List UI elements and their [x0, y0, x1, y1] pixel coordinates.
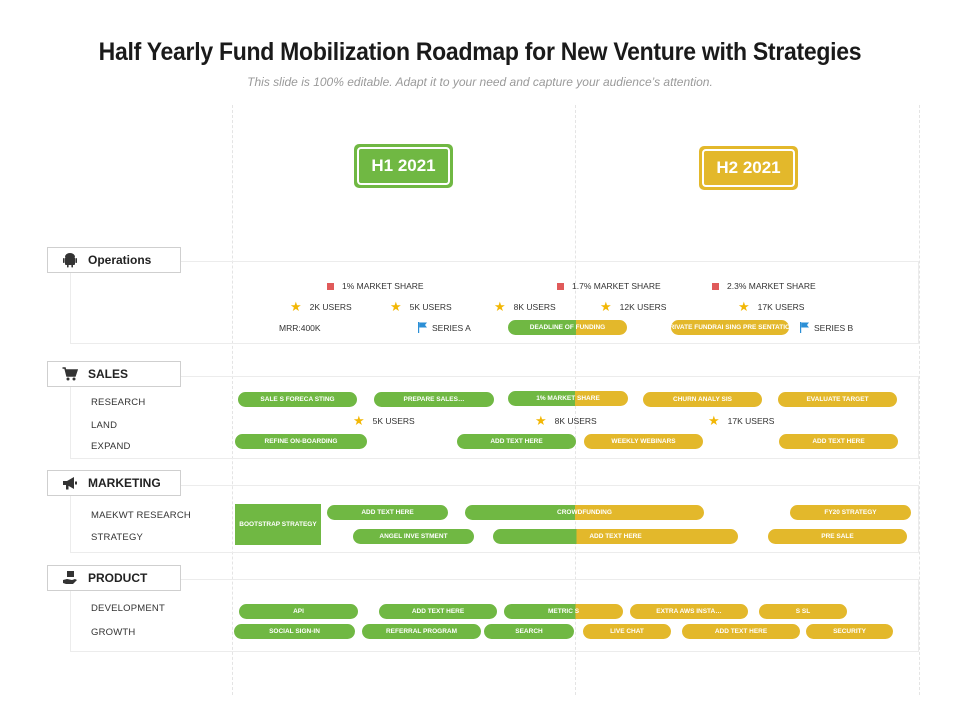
marketing-strategy-bar-2: ADD TEXT HERE: [493, 529, 738, 544]
product-growth-bar-2: REFERRAL PROGRAM: [362, 624, 481, 639]
marketing-label: MARKETING: [88, 476, 161, 490]
product-dev-bar-1: API: [239, 604, 358, 619]
mrr-label: MRR:400K: [279, 323, 321, 333]
product-row-growth: GROWTH: [91, 627, 136, 638]
marketing-strategy-bar-1: ANGEL INVE STMENT: [353, 529, 474, 544]
bootstrap-strategy-block: BOOTSTRAP STRATEGY: [235, 504, 321, 545]
sales-expand-bar-3: WEEKLY WEBINARS: [584, 434, 703, 449]
flag-icon: [418, 322, 427, 333]
star-icon: ★: [535, 413, 547, 428]
sales-expand-bar-2: ADD TEXT HERE: [457, 434, 576, 449]
ops-users-4: ★ 12K USERS: [600, 299, 667, 314]
product-growth-bar-1: SOCIAL SIGN-IN: [234, 624, 355, 639]
sales-label: SALES: [88, 367, 129, 381]
sales-row-expand: EXPAND: [91, 441, 131, 452]
ops-users-3: ★ 8K USERS: [494, 299, 556, 314]
sales-research-bar-2: PREPARE SALES…: [374, 392, 494, 407]
h2-label: H2 2021: [702, 149, 795, 187]
market-share-1: 1% MARKET SHARE: [327, 281, 424, 291]
product-label: PRODUCT: [88, 571, 148, 585]
operations-panel: [70, 261, 919, 344]
marketing-research-bar-2: CROWDFUNDING: [465, 505, 704, 520]
series-a-milestone: SERIES A: [418, 322, 471, 333]
product-dev-bar-3: METRIC S: [504, 604, 623, 619]
marketing-research-bar-3: FY20 STRATEGY: [790, 505, 911, 520]
market-share-3: 2.3% MARKET SHARE: [712, 281, 816, 291]
sales-expand-bar-4: ADD TEXT HERE: [779, 434, 898, 449]
product-growth-bar-5: ADD TEXT HERE: [682, 624, 800, 639]
product-growth-bar-3: SEARCH: [484, 624, 574, 639]
sales-expand-bar-1: REFINE ON-BOARDING: [235, 434, 367, 449]
marketing-strategy-bar-3: PRE SALE: [768, 529, 907, 544]
sales-land-users-3: ★ 17K USERS: [708, 413, 775, 428]
marketing-panel: [70, 485, 919, 553]
ops-users-5: ★ 17K USERS: [738, 299, 805, 314]
sales-research-bar-5: EVALUATE TARGET: [778, 392, 897, 407]
product-category: PRODUCT: [47, 565, 181, 591]
private-fundraising-bar: PRIVATE FUNDRAI SING PRE SENTATION: [671, 320, 789, 335]
star-icon: ★: [708, 413, 720, 428]
sales-row-research: RESEARCH: [91, 397, 146, 408]
star-icon: ★: [390, 299, 402, 314]
marketing-row-research: MAEKWT RESEARCH: [91, 510, 191, 521]
sales-land-users-1: ★ 5K USERS: [353, 413, 415, 428]
guide-line-left: [232, 105, 233, 695]
deadline-of-funding-bar: DEADLINE OF FUNDING: [508, 320, 627, 335]
star-icon: ★: [290, 299, 302, 314]
product-dev-bar-5: S SL: [759, 604, 847, 619]
product-growth-bar-6: SECURITY: [806, 624, 893, 639]
guide-line-right: [919, 105, 920, 695]
flag-icon: [800, 322, 809, 333]
square-marker-icon: [327, 282, 334, 290]
megaphone-icon: [63, 477, 77, 490]
product-dev-bar-2: ADD TEXT HERE: [379, 604, 497, 619]
star-icon: ★: [353, 413, 365, 428]
operations-category: Operations: [47, 247, 181, 273]
sales-row-land: LAND: [91, 420, 118, 431]
ops-users-2: ★ 5K USERS: [390, 299, 452, 314]
page-subtitle: This slide is 100% editable. Adapt it to…: [247, 75, 713, 89]
sales-research-bar-3: 1% MARKET SHARE: [508, 391, 628, 406]
h1-label: H1 2021: [357, 147, 450, 185]
sales-panel: [70, 376, 919, 459]
square-marker-icon: [557, 282, 564, 290]
android-icon: [63, 253, 77, 268]
ops-users-1: ★ 2K USERS: [290, 299, 352, 314]
square-marker-icon: [712, 282, 719, 290]
product-panel: [70, 579, 919, 652]
product-dev-bar-4: EXTRA AWS INSTA…: [630, 604, 748, 619]
operations-label: Operations: [88, 253, 152, 267]
marketing-research-bar-1: ADD TEXT HERE: [327, 505, 448, 520]
series-b-milestone: SERIES B: [800, 322, 853, 333]
star-icon: ★: [494, 299, 506, 314]
market-share-2: 1.7% MARKET SHARE: [557, 281, 661, 291]
star-icon: ★: [738, 299, 750, 314]
star-icon: ★: [600, 299, 612, 314]
cart-icon: [62, 367, 78, 381]
marketing-row-strategy: STRATEGY: [91, 532, 144, 543]
hand-box-icon: [63, 571, 77, 584]
sales-research-bar-1: SALE S FORECA STING: [238, 392, 357, 407]
product-growth-bar-4: LIVE CHAT: [583, 624, 671, 639]
sales-land-users-2: ★ 8K USERS: [535, 413, 597, 428]
sales-category: SALES: [47, 361, 181, 387]
page-title: Half Yearly Fund Mobilization Roadmap fo…: [98, 38, 862, 66]
h2-header: H2 2021: [699, 146, 798, 190]
h1-header: H1 2021: [354, 144, 453, 188]
marketing-category: MARKETING: [47, 470, 181, 496]
product-row-development: DEVELOPMENT: [91, 603, 165, 614]
sales-research-bar-4: CHURN ANALY SIS: [643, 392, 762, 407]
